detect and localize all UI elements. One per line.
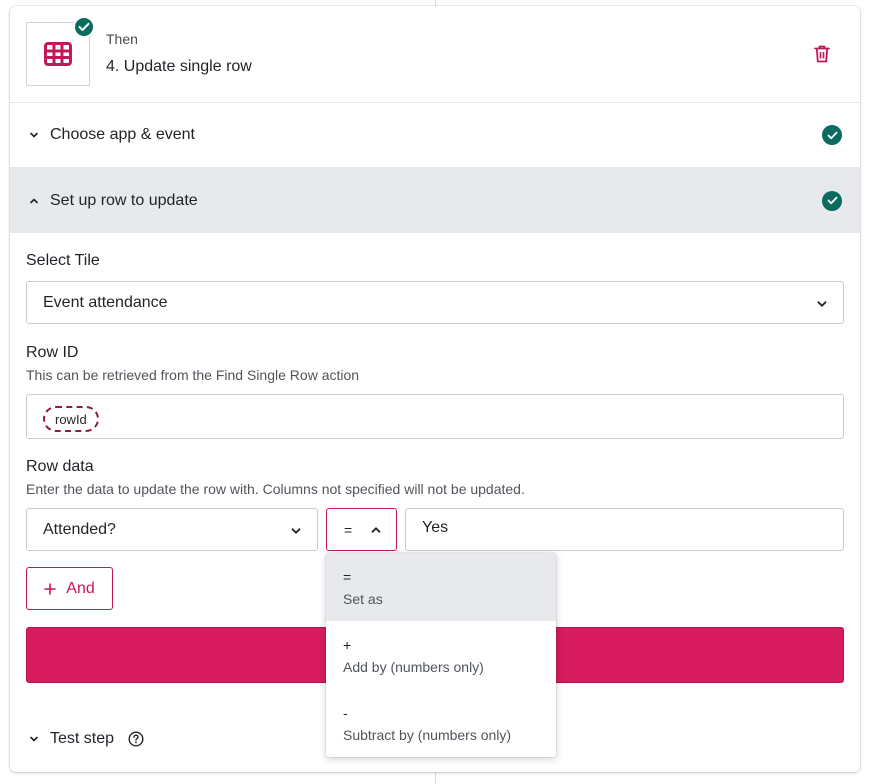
app-icon-box[interactable] <box>26 22 90 86</box>
column-select-value: Attended? <box>43 520 116 538</box>
select-tile-value: Event attendance <box>43 293 168 311</box>
plus-icon <box>44 582 57 595</box>
row-id-token[interactable]: rowId <box>43 406 99 432</box>
operator-option-subtract[interactable]: - Subtract by (numbers only) <box>326 689 556 757</box>
step-title: 4. Update single row <box>106 58 252 75</box>
chevron-down-icon <box>30 736 38 742</box>
operator-menu: = Set as + Add by (numbers only) - Subtr… <box>326 553 556 757</box>
column-select-dropdown[interactable]: Attended? <box>26 508 318 551</box>
chevron-up-icon <box>30 198 38 203</box>
section-choose-app-label: Choose app & event <box>50 126 195 143</box>
operator-option-description: Add by (numbers only) <box>343 659 484 675</box>
step-header: Then 4. Update single row <box>10 6 860 103</box>
chevron-down-icon <box>291 528 301 534</box>
trash-icon[interactable] <box>813 44 831 64</box>
chevron-down-icon <box>30 132 38 138</box>
section-test-step[interactable]: Test step <box>10 718 860 760</box>
check-circle-icon <box>822 125 842 145</box>
select-tile-label: Select Tile <box>26 252 100 269</box>
section-setup-row-label: Set up row to update <box>50 191 198 209</box>
row-id-hint: This can be retrieved from the Find Sing… <box>26 367 360 383</box>
operator-option-symbol: = <box>343 569 352 585</box>
operator-select-value: = <box>344 521 353 538</box>
operator-select-dropdown[interactable]: = <box>326 508 397 551</box>
chevron-up-icon <box>371 527 381 533</box>
operator-option-symbol: - <box>343 705 348 721</box>
step-complete-check-icon <box>73 16 95 38</box>
value-input-text: Yes <box>422 519 449 536</box>
operator-option-add[interactable]: + Add by (numbers only) <box>326 621 556 689</box>
check-circle-icon <box>822 190 842 211</box>
chevron-down-icon <box>817 301 827 307</box>
operator-option-symbol: + <box>343 637 352 653</box>
row-data-hint: Enter the data to update the row with. C… <box>26 481 525 497</box>
value-input[interactable]: Yes <box>405 508 844 551</box>
table-grid-icon <box>44 42 72 66</box>
operator-option-set[interactable]: = Set as <box>326 553 556 621</box>
operator-option-description: Set as <box>343 591 383 607</box>
row-data-label: Row data <box>26 458 94 475</box>
test-step-label: Test step <box>50 730 115 747</box>
add-condition-button[interactable]: And <box>26 567 113 610</box>
step-type-label: Then <box>106 31 138 47</box>
operator-option-description: Subtract by (numbers only) <box>343 727 512 743</box>
section-setup-row[interactable]: Set up row to update <box>10 168 860 233</box>
row-id-input[interactable]: rowId <box>26 394 844 439</box>
add-condition-label: And <box>66 579 95 597</box>
row-id-label: Row ID <box>26 344 79 361</box>
help-circle-icon[interactable] <box>128 731 144 747</box>
section-choose-app[interactable]: Choose app & event <box>10 103 860 168</box>
select-tile-dropdown[interactable]: Event attendance <box>26 281 844 324</box>
